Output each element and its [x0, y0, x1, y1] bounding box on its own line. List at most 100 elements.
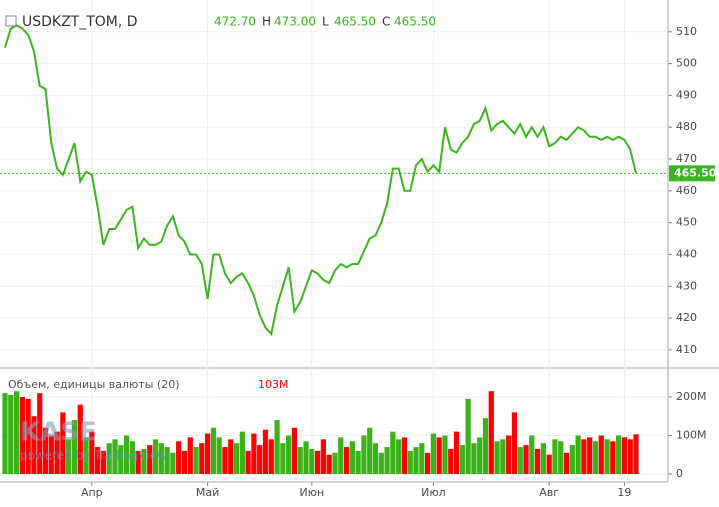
volume-bar	[147, 445, 153, 474]
volume-bar	[343, 447, 350, 474]
volume-bar	[291, 427, 298, 474]
volume-bar	[367, 427, 373, 474]
volume-bar	[390, 431, 396, 474]
volume-bar	[42, 427, 49, 474]
volume-bar	[199, 443, 205, 474]
volume-bar	[170, 452, 176, 474]
volume-bar	[89, 431, 95, 474]
volume-bar	[436, 437, 442, 474]
volume-bar	[534, 448, 541, 474]
volume-bar	[210, 427, 217, 474]
volume-bar	[309, 448, 315, 474]
volume-bar	[540, 443, 546, 474]
volume-bar	[361, 435, 367, 474]
volume-bar	[95, 447, 101, 474]
volume-bar	[205, 433, 211, 474]
volume-bar	[280, 443, 286, 474]
y-tick-label: 200M	[676, 390, 707, 403]
volume-bar	[448, 448, 454, 474]
volume-bar	[2, 393, 8, 474]
volume-bar	[610, 441, 616, 474]
x-tick-label: 19	[617, 486, 631, 499]
ohlc-key: C	[382, 15, 390, 29]
watermark: KASE	[20, 418, 97, 448]
volume-bar	[48, 435, 54, 474]
volume-bar	[66, 439, 72, 474]
y-tick-label: 440	[676, 247, 697, 260]
volume-bar	[401, 437, 408, 474]
volume-legend: Объем, единицы валюты (20)	[8, 378, 180, 391]
volume-bar	[419, 443, 425, 474]
x-tick-label: Май	[196, 486, 219, 499]
volume-bar	[338, 437, 344, 474]
volume-bar	[477, 437, 483, 474]
volume-bar	[424, 452, 431, 474]
volume-bar	[633, 434, 639, 474]
volume-bar	[135, 450, 141, 474]
volume-bar	[627, 439, 633, 474]
volume-bar	[575, 435, 581, 474]
volume-bar	[71, 420, 78, 474]
volume-bar	[430, 433, 436, 474]
volume-bar	[233, 443, 240, 474]
volume-bar	[245, 450, 251, 474]
volume-bar	[581, 439, 587, 474]
volume-bar	[164, 447, 170, 474]
volume-bar	[482, 418, 489, 474]
volume-bar	[181, 450, 188, 474]
y-tick-label: 420	[676, 311, 697, 324]
volume-bar	[158, 443, 164, 474]
volume-bar	[176, 441, 182, 474]
volume-bar	[152, 439, 159, 474]
volume-bar	[297, 447, 303, 474]
volume-bar	[286, 435, 292, 474]
ohlc-value: 473.00	[274, 15, 316, 29]
volume-bar	[19, 396, 25, 474]
volume-bar	[604, 439, 610, 474]
volume-bar	[268, 439, 274, 474]
volume-bar	[77, 404, 83, 474]
volume-bar	[511, 412, 518, 474]
volume-bar	[621, 437, 628, 474]
y-tick-label: 490	[676, 88, 697, 101]
volume-bar	[320, 439, 326, 474]
ohlc-value: 465.50	[334, 15, 376, 29]
volume-bar	[407, 450, 413, 474]
volume-bar	[100, 450, 107, 474]
volume-bar	[193, 447, 199, 474]
y-tick-label: 500	[676, 57, 697, 70]
volume-bar	[332, 452, 338, 474]
volume-bar	[413, 447, 419, 474]
volume-last: 103M	[258, 378, 289, 391]
volume-bar	[54, 431, 60, 474]
volume-bar	[262, 429, 269, 474]
last-price-box	[669, 165, 715, 182]
volume-bar	[60, 412, 66, 474]
volume-bar	[378, 452, 384, 474]
volume-bar	[141, 448, 147, 474]
volume-bar	[37, 393, 43, 474]
volume-bar	[326, 454, 332, 474]
volume-bar	[587, 437, 593, 474]
volume-bar	[187, 437, 193, 474]
volume-bar	[500, 439, 506, 474]
y-tick-label: 450	[676, 216, 697, 229]
volume-bar	[558, 441, 564, 474]
collapse-icon[interactable]	[5, 15, 17, 27]
volume-bar	[222, 447, 228, 474]
volume-bar	[251, 433, 257, 474]
volume-bar	[523, 445, 529, 474]
volume-bar	[453, 431, 460, 474]
volume-bar	[106, 443, 112, 474]
volume-bar	[552, 439, 558, 474]
volume-bar	[465, 398, 471, 474]
price-line	[4, 24, 637, 337]
volume-bar	[315, 450, 321, 474]
volume-bar	[598, 435, 604, 474]
volume-bar	[494, 441, 500, 474]
volume-bar	[396, 439, 402, 474]
volume-bar	[25, 398, 31, 474]
y-tick-label: 410	[676, 343, 697, 356]
volume-bar	[228, 439, 234, 474]
y-tick-label: 470	[676, 152, 697, 165]
